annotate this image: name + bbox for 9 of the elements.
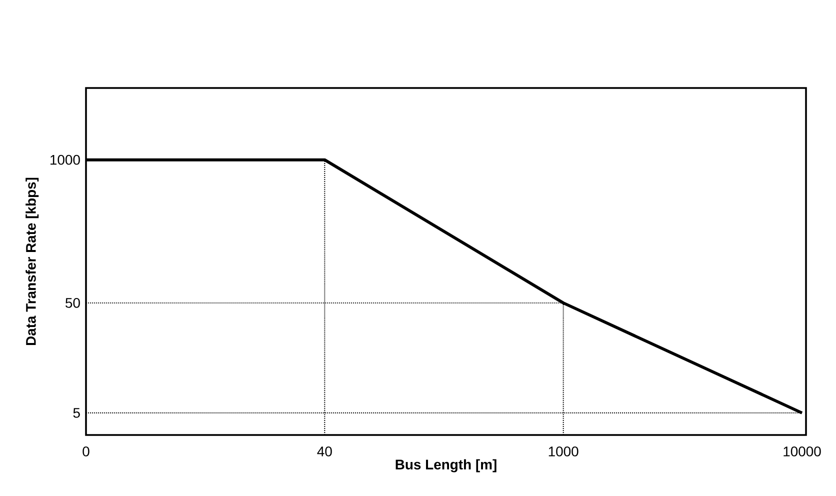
- x-tick-label: 0: [82, 446, 90, 456]
- y-axis-title: Data Transfer Rate [kbps]: [26, 178, 39, 346]
- x-tick-label: 1000: [548, 446, 578, 456]
- x-tick-label: 10000: [784, 446, 821, 456]
- x-axis-title: Bus Length [m]: [396, 459, 496, 472]
- x-tick-label: 40: [317, 446, 332, 456]
- y-tick-label: 1000: [50, 154, 80, 165]
- y-tick-label: 5: [73, 408, 80, 418]
- y-tick-label: 50: [66, 298, 80, 308]
